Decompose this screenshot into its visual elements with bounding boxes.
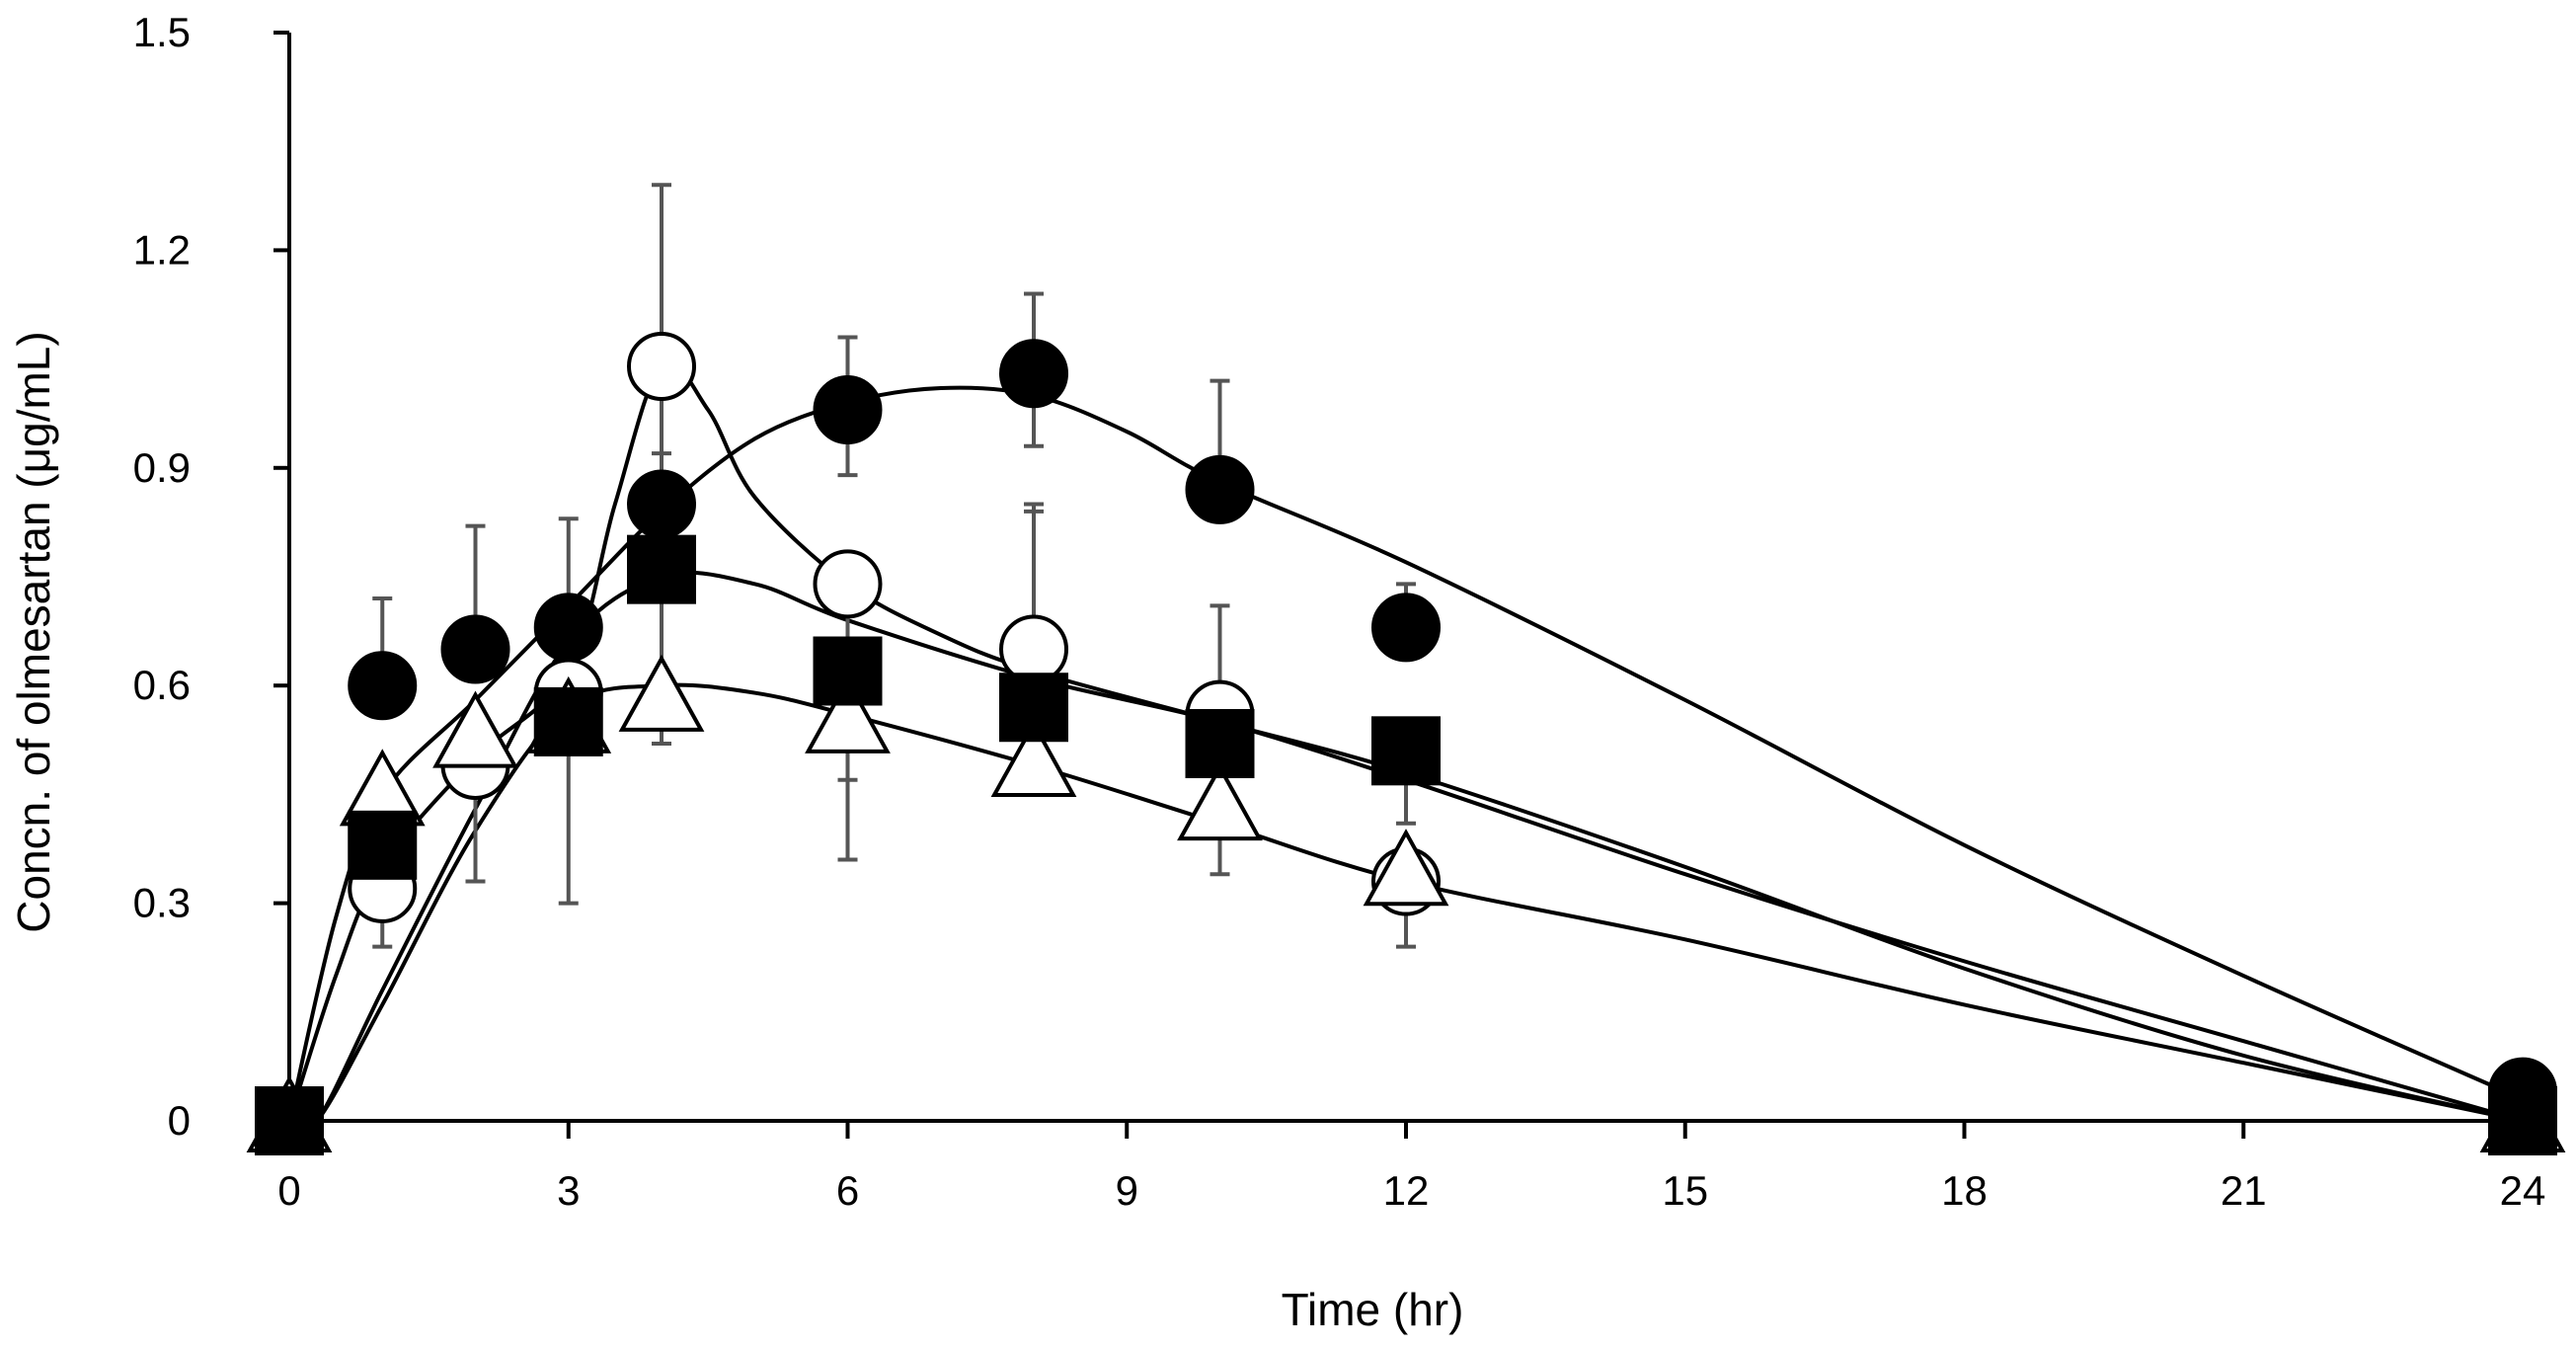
data-point-open-circle bbox=[999, 614, 1068, 684]
data-markers bbox=[246, 331, 2566, 1155]
y-tick-label: 0.3 bbox=[133, 880, 191, 926]
data-point-filled-square bbox=[348, 810, 418, 880]
data-point-filled-circle bbox=[627, 469, 696, 539]
data-point-filled-circle bbox=[440, 614, 510, 684]
y-tick-label: 0 bbox=[168, 1097, 191, 1144]
data-point-open-circle bbox=[627, 331, 696, 401]
y-tick-label: 1.2 bbox=[133, 226, 191, 273]
x-tick-label: 6 bbox=[836, 1167, 859, 1214]
y-axis-title: Concn. of olmesartan (μg/mL) bbox=[8, 331, 59, 932]
data-point-filled-square bbox=[627, 534, 696, 604]
x-axis-title: Time (hr) bbox=[1282, 1284, 1464, 1335]
y-tick-label: 1.5 bbox=[133, 9, 191, 55]
data-point-open-triangle bbox=[432, 690, 518, 768]
data-point-filled-circle bbox=[999, 339, 1068, 409]
x-tick-label: 9 bbox=[1116, 1167, 1138, 1214]
x-tick-label: 15 bbox=[1662, 1167, 1708, 1214]
data-point-filled-square bbox=[999, 673, 1068, 743]
data-point-filled-circle bbox=[348, 651, 418, 721]
x-tick-label: 12 bbox=[1383, 1167, 1430, 1214]
data-point-filled-circle bbox=[2488, 1057, 2557, 1127]
data-point-open-triangle bbox=[1177, 762, 1263, 841]
data-point-filled-square bbox=[813, 636, 883, 706]
data-point-filled-circle bbox=[813, 375, 883, 445]
axes bbox=[287, 33, 2547, 1123]
data-point-filled-square bbox=[533, 686, 603, 756]
data-point-open-triangle bbox=[805, 675, 891, 753]
error-bars bbox=[372, 183, 1416, 949]
data-point-filled-circle bbox=[1185, 454, 1255, 524]
data-point-filled-circle bbox=[533, 593, 603, 663]
y-tick-label: 0.6 bbox=[133, 662, 191, 708]
data-point-open-triangle bbox=[990, 719, 1077, 798]
x-tick-label: 24 bbox=[2500, 1167, 2546, 1214]
data-point-filled-square bbox=[1371, 716, 1441, 786]
data-point-filled-square bbox=[1185, 708, 1255, 778]
data-point-open-triangle bbox=[1363, 829, 1449, 907]
x-tick-label: 21 bbox=[2221, 1167, 2267, 1214]
x-tick-label: 18 bbox=[1941, 1167, 1988, 1214]
x-tick-label: 0 bbox=[277, 1167, 300, 1214]
data-point-open-triangle bbox=[618, 654, 705, 732]
y-tick-label: 0.9 bbox=[133, 444, 191, 491]
axis-ticks: 0 0.3 0.6 0.9 1.2 1.5 0 3 6 9 12 15 18 21 24 bbox=[133, 9, 2546, 1214]
x-tick-label: 3 bbox=[557, 1167, 580, 1214]
data-point-open-circle bbox=[813, 549, 883, 619]
data-point-filled-circle bbox=[255, 1086, 324, 1155]
data-point-filled-circle bbox=[1371, 593, 1441, 663]
